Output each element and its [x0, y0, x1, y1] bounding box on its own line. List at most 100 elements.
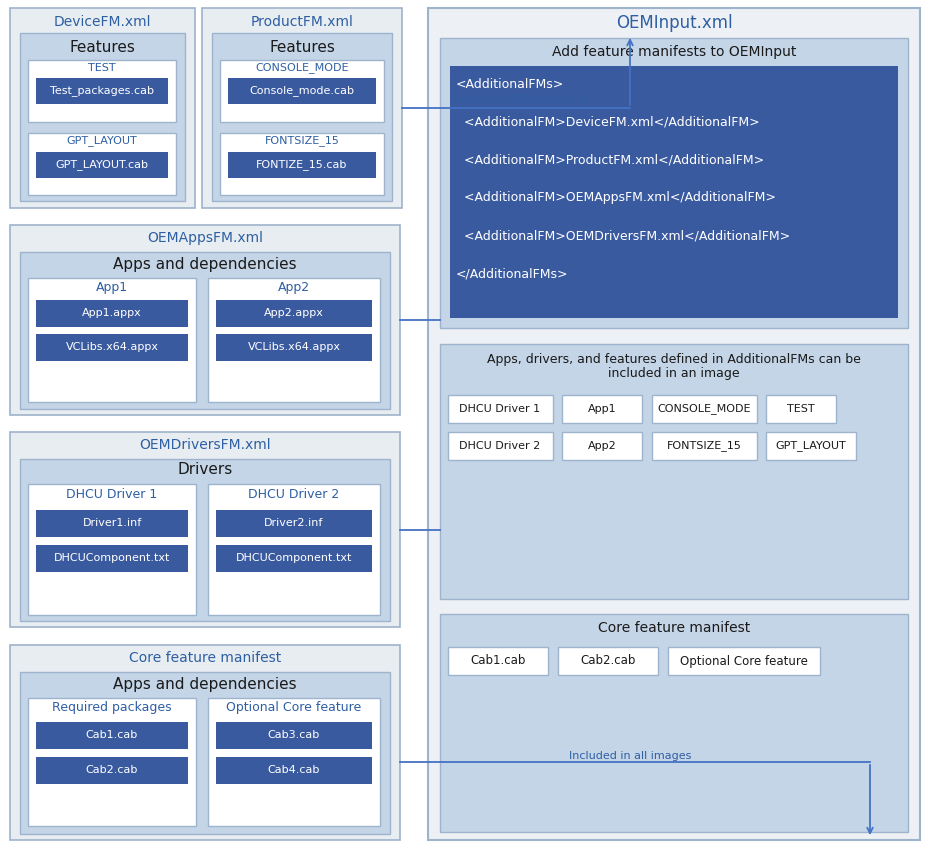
Bar — [36, 545, 188, 572]
Text: Cab2.cab: Cab2.cab — [86, 765, 138, 775]
Bar — [562, 432, 642, 460]
Bar — [562, 395, 642, 423]
Bar — [652, 432, 757, 460]
Text: OEMAppsFM.xml: OEMAppsFM.xml — [147, 231, 263, 245]
Bar — [216, 334, 372, 361]
Text: Required packages: Required packages — [52, 701, 171, 715]
Text: Apps and dependencies: Apps and dependencies — [113, 256, 297, 271]
Bar — [36, 510, 188, 537]
Text: Core feature manifest: Core feature manifest — [129, 651, 281, 665]
Bar — [440, 38, 908, 328]
Text: <AdditionalFM>ProductFM.xml</AdditionalFM>: <AdditionalFM>ProductFM.xml</AdditionalF… — [456, 153, 764, 166]
Text: <AdditionalFM>DeviceFM.xml</AdditionalFM>: <AdditionalFM>DeviceFM.xml</AdditionalFM… — [456, 115, 759, 129]
Text: Console_mode.cab: Console_mode.cab — [249, 86, 354, 97]
Text: Core feature manifest: Core feature manifest — [598, 621, 750, 635]
Bar — [20, 672, 390, 834]
Bar — [10, 432, 400, 627]
Text: App1.appx: App1.appx — [83, 308, 142, 318]
Text: Apps, drivers, and features defined in AdditionalFMs can be: Apps, drivers, and features defined in A… — [487, 354, 861, 366]
Bar — [28, 484, 196, 615]
Bar — [208, 484, 380, 615]
Text: Cab1.cab: Cab1.cab — [470, 655, 526, 667]
Text: DHCU Driver 1: DHCU Driver 1 — [460, 404, 540, 414]
Text: OEMDriversFM.xml: OEMDriversFM.xml — [139, 438, 271, 452]
Text: Optional Core feature: Optional Core feature — [226, 701, 362, 715]
Text: Driver1.inf: Driver1.inf — [83, 518, 142, 528]
Bar — [36, 78, 168, 104]
Text: Added to OEMInput.xml: Added to OEMInput.xml — [454, 95, 586, 105]
Text: ProductFM.xml: ProductFM.xml — [250, 15, 353, 29]
Text: Cab2.cab: Cab2.cab — [580, 655, 636, 667]
Bar — [28, 133, 176, 195]
Text: CONSOLE_MODE: CONSOLE_MODE — [657, 404, 751, 415]
Text: Apps and dependencies: Apps and dependencies — [113, 677, 297, 691]
Bar — [448, 432, 553, 460]
Bar — [36, 152, 168, 178]
Text: App2: App2 — [588, 441, 616, 451]
Text: DHCUComponent.txt: DHCUComponent.txt — [54, 553, 171, 563]
Bar — [766, 395, 836, 423]
Text: </AdditionalFMs>: </AdditionalFMs> — [456, 267, 568, 281]
Text: Test_packages.cab: Test_packages.cab — [50, 86, 154, 97]
Text: FONTSIZE_15: FONTSIZE_15 — [264, 136, 339, 147]
Bar — [10, 8, 195, 208]
Bar — [220, 60, 384, 122]
Text: Drivers: Drivers — [177, 462, 233, 477]
Text: GPT_LAYOUT: GPT_LAYOUT — [776, 441, 846, 451]
Text: FONTSIZE_15: FONTSIZE_15 — [667, 441, 742, 451]
Text: DHCU Driver 2: DHCU Driver 2 — [460, 441, 540, 451]
Text: App2.appx: App2.appx — [264, 308, 324, 318]
Text: DeviceFM.xml: DeviceFM.xml — [53, 15, 151, 29]
Text: <AdditionalFMs>: <AdditionalFMs> — [456, 77, 565, 91]
Bar — [766, 432, 856, 460]
Text: TEST: TEST — [787, 404, 815, 414]
Text: Included in all images: Included in all images — [569, 751, 692, 761]
Text: GPT_LAYOUT: GPT_LAYOUT — [67, 136, 137, 147]
Bar — [36, 722, 188, 749]
Bar — [28, 278, 196, 402]
Text: VCLibs.x64.appx: VCLibs.x64.appx — [248, 342, 340, 352]
Bar — [208, 698, 380, 826]
Bar — [652, 395, 757, 423]
Bar — [228, 78, 376, 104]
Text: <AdditionalFM>OEMAppsFM.xml</AdditionalFM>: <AdditionalFM>OEMAppsFM.xml</AdditionalF… — [456, 192, 776, 204]
Text: Cab4.cab: Cab4.cab — [268, 765, 320, 775]
Bar — [20, 252, 390, 409]
Bar — [450, 66, 898, 318]
Bar — [36, 334, 188, 361]
Bar — [36, 300, 188, 327]
Text: Cab1.cab: Cab1.cab — [86, 730, 138, 740]
Text: CONSOLE_MODE: CONSOLE_MODE — [255, 63, 349, 74]
Bar — [216, 545, 372, 572]
Bar — [10, 225, 400, 415]
Bar — [448, 647, 548, 675]
Text: App1: App1 — [95, 282, 128, 294]
Bar — [208, 278, 380, 402]
Text: OEMInput.xml: OEMInput.xml — [616, 14, 732, 32]
Bar — [558, 647, 658, 675]
Text: FONTIZE_15.cab: FONTIZE_15.cab — [256, 159, 348, 170]
Bar — [20, 33, 185, 201]
Text: DHCUComponent.txt: DHCUComponent.txt — [235, 553, 352, 563]
Bar — [216, 300, 372, 327]
Bar — [202, 8, 402, 208]
Bar — [28, 60, 176, 122]
Bar — [212, 33, 392, 201]
Bar — [448, 395, 553, 423]
Text: Add feature manifests to OEMInput: Add feature manifests to OEMInput — [552, 45, 796, 59]
Bar — [440, 614, 908, 832]
Bar — [20, 459, 390, 621]
Bar — [36, 757, 188, 784]
Text: Features: Features — [269, 40, 335, 54]
Bar — [668, 647, 820, 675]
Text: App1: App1 — [588, 404, 616, 414]
Text: <AdditionalFM>OEMDriversFM.xml</AdditionalFM>: <AdditionalFM>OEMDriversFM.xml</Addition… — [456, 230, 790, 243]
Bar — [216, 722, 372, 749]
Bar — [28, 698, 196, 826]
Text: DHCU Driver 1: DHCU Driver 1 — [67, 488, 158, 501]
Text: Features: Features — [70, 40, 135, 54]
Bar — [428, 8, 920, 840]
Text: DHCU Driver 2: DHCU Driver 2 — [248, 488, 339, 501]
Text: VCLibs.x64.appx: VCLibs.x64.appx — [66, 342, 159, 352]
Text: Driver2.inf: Driver2.inf — [264, 518, 324, 528]
